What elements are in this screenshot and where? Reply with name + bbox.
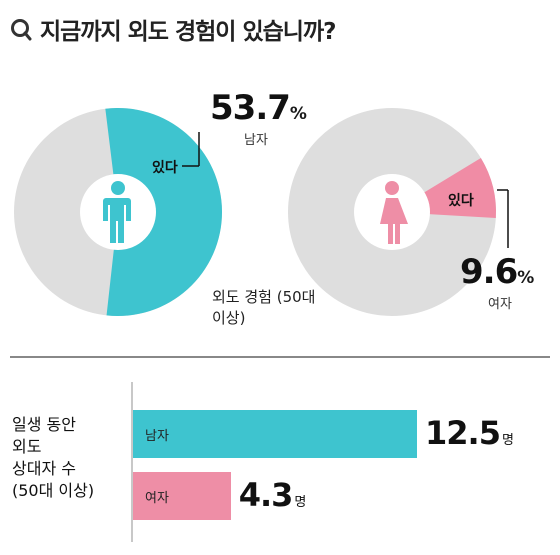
male-pie-slice xyxy=(105,108,223,317)
question-text: 지금까지 외도 경험이 있습니까? xyxy=(40,19,336,45)
question-header: 지금까지 외도 경험이 있습니까? xyxy=(10,12,336,46)
bar-value-unit: 명 xyxy=(294,495,306,510)
bar-category-label: 여자 xyxy=(145,491,169,506)
bar-chart-label: 일생 동안 외도 상대자 수 (50대 이상) xyxy=(12,414,94,502)
bar-value-unit: 명 xyxy=(501,433,514,448)
bar-axis-line xyxy=(131,382,133,542)
male-percent-unit: % xyxy=(289,104,307,124)
pie-charts xyxy=(14,108,509,317)
bar-value-label: 4.3 명 xyxy=(238,476,307,514)
female-gender-label: 여자 xyxy=(488,297,512,312)
bar-male: 남자 xyxy=(133,410,417,458)
bar-label-line-4: (50대 이상) xyxy=(12,481,95,500)
bar-category-label: 남자 xyxy=(145,429,169,444)
magnifier-icon xyxy=(11,19,32,41)
female-person-icon xyxy=(380,181,408,244)
bar-value-label: 12.5 명 xyxy=(425,414,514,452)
bar-value-number: 4.3 xyxy=(238,476,294,514)
male-value-label: 53.7% xyxy=(210,88,307,128)
section-divider xyxy=(10,356,550,358)
female-value-label: 9.6% xyxy=(460,252,534,292)
male-percent-value: 53.7 xyxy=(210,88,291,128)
male-slice-label: 있다 xyxy=(152,160,178,176)
bar-label-line-1: 일생 동안 xyxy=(12,415,76,434)
male-person-icon xyxy=(103,181,131,243)
female-percent-value: 9.6 xyxy=(460,252,518,292)
bar-female: 여자 xyxy=(133,472,231,520)
bar-label-line-3: 상대자 수 xyxy=(12,459,76,478)
bar-label-line-2: 외도 xyxy=(12,437,42,456)
pie-caption: 외도 경험 (50대 이상) xyxy=(212,287,322,329)
bar-value-number: 12.5 xyxy=(425,414,501,452)
female-slice-label: 있다 xyxy=(448,193,474,209)
male-gender-label: 남자 xyxy=(244,133,268,148)
pie-caption-text: 외도 경험 (50대 이상) xyxy=(212,288,316,327)
female-percent-unit: % xyxy=(517,268,535,288)
